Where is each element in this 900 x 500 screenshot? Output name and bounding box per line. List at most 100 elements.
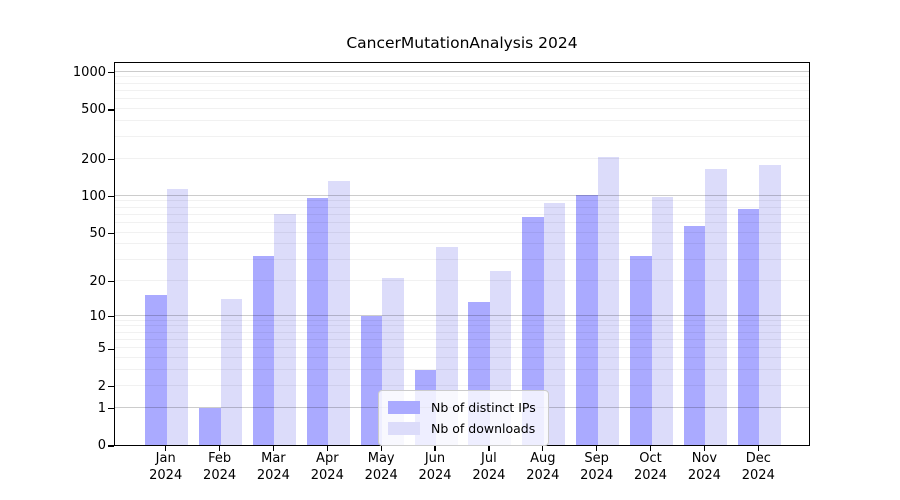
y-tick-mark	[107, 232, 114, 235]
x-tick-label-apr: Apr 2024	[310, 451, 344, 483]
gridline-minor	[115, 135, 809, 137]
gridline-major	[115, 70, 809, 72]
legend: Nb of distinct IPs Nb of downloads	[378, 390, 549, 446]
x-tick-label-may: May 2024	[364, 451, 398, 483]
x-tick-mark	[703, 446, 706, 451]
gridline-minor	[115, 319, 809, 321]
y-tick-mark	[107, 280, 114, 283]
y-tick-mark	[107, 315, 114, 318]
y-tick-label: 1000	[72, 64, 106, 80]
bar-downloads-oct	[651, 196, 673, 445]
x-tick-label-feb: Feb 2024	[203, 451, 237, 483]
y-tick-mark	[107, 348, 114, 350]
x-tick-mark	[434, 446, 436, 451]
x-tick-mark	[380, 446, 382, 451]
legend-label-downloads: Nb of downloads	[431, 421, 536, 436]
gridline-minor	[115, 76, 809, 78]
gridline-minor	[115, 231, 809, 233]
gridline-major	[115, 314, 809, 316]
y-tick-mark	[107, 109, 114, 111]
bar-downloads-jan	[166, 188, 189, 445]
legend-swatch-downloads-icon	[388, 422, 420, 435]
bar-downloads-dec	[759, 164, 781, 445]
y-tick-mark	[107, 196, 114, 198]
x-tick-label-oct: Oct 2024	[633, 451, 668, 483]
gridline-minor	[115, 98, 809, 100]
gridline-minor	[115, 331, 809, 333]
y-tick-label: 0	[97, 438, 106, 453]
gridline-minor	[115, 384, 809, 386]
x-tick-label-nov: Nov 2024	[687, 451, 721, 483]
legend-label-distinct-ips: Nb of distinct IPs	[431, 400, 536, 415]
gridline-minor	[115, 338, 809, 340]
y-tick-mark	[107, 158, 114, 161]
bar-distinct-ips-nov	[683, 225, 706, 445]
x-tick-mark	[649, 446, 652, 451]
x-tick-label-jun: Jun 2024	[418, 451, 452, 483]
bar-distinct-ips-oct	[630, 256, 652, 445]
gridline-minor	[115, 221, 809, 223]
x-tick-mark	[488, 446, 490, 451]
gridline-minor	[115, 90, 809, 91]
gridline-minor	[115, 279, 809, 281]
x-tick-mark	[272, 446, 275, 451]
gridline-minor	[115, 369, 809, 371]
x-tick-label-dec: Dec 2024	[741, 451, 775, 483]
x-tick-label-jan: Jan 2024	[149, 451, 183, 483]
gridline-minor	[115, 108, 809, 110]
bar-downloads-apr	[328, 181, 350, 445]
gridline-minor	[115, 325, 809, 327]
gridline-minor	[115, 157, 809, 159]
x-tick-label-sep: Sep 2024	[580, 451, 614, 483]
x-tick-mark	[218, 446, 221, 451]
y-tick-label: 50	[89, 225, 106, 241]
bar-distinct-ips-sep	[576, 195, 598, 445]
bar-distinct-ips-apr	[306, 197, 329, 445]
bar-distinct-ips-mar	[252, 256, 275, 445]
legend-swatch-distinct-ips-icon	[388, 401, 420, 414]
gridline-minor	[115, 200, 809, 202]
y-tick-mark	[107, 385, 114, 388]
gridline-minor	[115, 120, 809, 122]
plot-area: Nb of distinct IPs Nb of downloads	[114, 62, 810, 446]
x-tick-mark	[542, 446, 544, 451]
y-tick-mark	[107, 407, 114, 410]
y-tick-label: 1	[97, 400, 106, 416]
y-tick-label: 200	[81, 151, 106, 167]
gridline-major	[115, 194, 809, 196]
y-tick-label: 2	[97, 378, 106, 394]
bar-distinct-ips-feb	[199, 407, 221, 445]
bars-layer	[115, 63, 809, 445]
y-tick-label: 100	[81, 188, 106, 204]
y-tick-mark	[107, 72, 114, 74]
x-tick-label-aug: Aug 2024	[526, 451, 560, 483]
x-tick-label-mar: Mar 2024	[256, 451, 290, 483]
gridline-minor	[115, 213, 809, 215]
chart-title: CancerMutationAnalysis 2024	[346, 34, 578, 52]
x-tick-mark	[165, 446, 167, 451]
x-tick-mark	[596, 446, 598, 451]
y-tick-mark	[107, 445, 114, 447]
bar-distinct-ips-jan	[145, 295, 167, 445]
y-tick-label: 10	[89, 308, 106, 324]
bar-downloads-sep	[597, 157, 620, 445]
gridline-minor	[115, 82, 809, 84]
bar-downloads-mar	[274, 213, 296, 445]
bar-downloads-feb	[220, 298, 243, 445]
bar-distinct-ips-dec	[737, 208, 760, 445]
y-tick-label: 5	[97, 341, 106, 357]
legend-entry-downloads: Nb of downloads	[388, 418, 536, 439]
gridline-minor	[115, 206, 809, 208]
grid-layer	[115, 63, 809, 445]
gridline-minor	[115, 258, 809, 260]
y-tick-label: 500	[81, 102, 106, 118]
legend-entry-distinct-ips: Nb of distinct IPs	[388, 397, 536, 418]
y-tick-label: 20	[89, 273, 106, 289]
x-tick-label-jul: Jul 2024	[472, 451, 506, 483]
bar-downloads-nov	[705, 168, 727, 445]
gridline-minor	[115, 357, 809, 358]
x-tick-mark	[757, 446, 759, 451]
gridline-minor	[115, 347, 809, 349]
x-tick-mark	[326, 446, 328, 451]
